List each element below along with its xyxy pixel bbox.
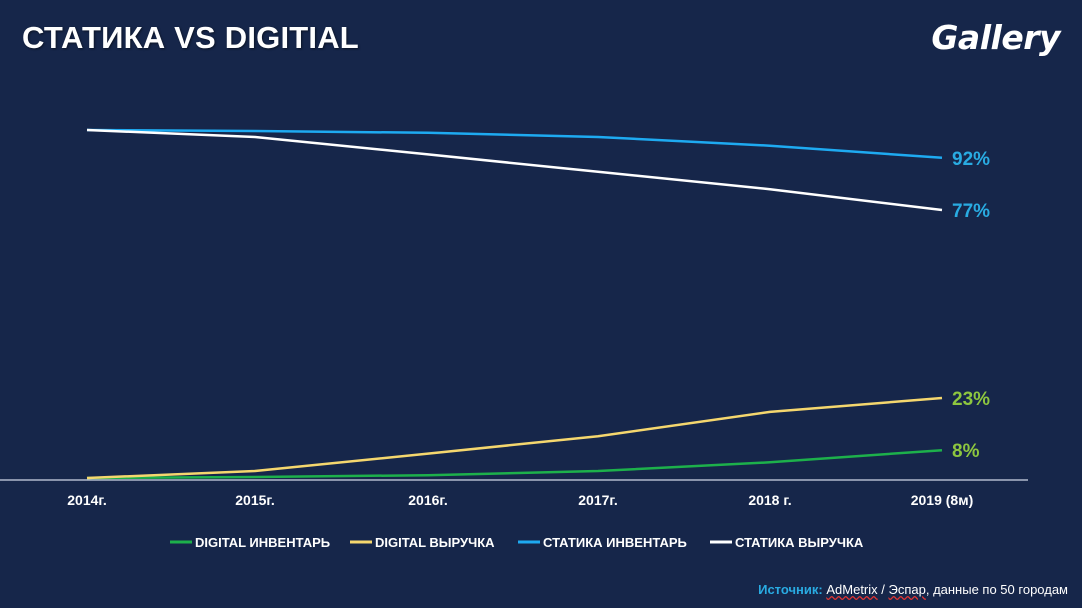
x-tick-label: 2018 г. — [748, 492, 791, 508]
series-line-0 — [86, 448, 943, 480]
series-line-1 — [86, 396, 943, 480]
x-tick-label: 2016г. — [408, 492, 447, 508]
x-tick-labels: 2014г. 2015г. 2016г. 2017г. 2018 г. 2019 (8м) — [67, 492, 973, 508]
source-rest: , данные по 50 городам — [925, 582, 1068, 597]
source-name-admetrix: AdMetrix — [826, 582, 878, 597]
legend-label: СТАТИКА ИНВЕНТАРЬ — [543, 535, 687, 550]
x-tick-label: 2019 (8м) — [911, 492, 974, 508]
series-layer — [86, 128, 943, 480]
end-value-label-2: 92% — [952, 149, 990, 170]
end-value-label-0: 8% — [952, 441, 980, 462]
end-value-label-1: 23% — [952, 389, 990, 410]
page-title: СТАТИКА VS DIGITIAL — [22, 20, 359, 55]
legend-label: СТАТИКА ВЫРУЧКА — [735, 535, 864, 550]
source-label: Источник: — [758, 582, 823, 597]
x-tick-label: 2015г. — [235, 492, 274, 508]
source-note: Источник: AdMetrix / Эспар, данные по 50… — [758, 582, 1068, 597]
gallery-logo: Gallery — [931, 18, 1060, 57]
series-line-2 — [86, 128, 943, 160]
source-separator: / — [877, 582, 889, 597]
end-value-label-3: 77% — [952, 201, 990, 222]
legend-label: DIGITAL ВЫРУЧКА — [375, 535, 495, 550]
x-tick-label: 2017г. — [578, 492, 617, 508]
series-line-3 — [86, 128, 943, 212]
legend: DIGITAL ИНВЕНТАРЬ DIGITAL ВЫРУЧКА СТАТИКА … — [170, 535, 864, 550]
end-labels: 8% 23% 92% 77% — [952, 149, 990, 462]
legend-item-3: СТАТИКА ВЫРУЧКА — [710, 535, 864, 550]
legend-item-1: DIGITAL ВЫРУЧКА — [350, 535, 495, 550]
source-name-espar: Эспар — [888, 582, 926, 597]
legend-item-0: DIGITAL ИНВЕНТАРЬ — [170, 535, 330, 550]
x-tick-label: 2014г. — [67, 492, 106, 508]
legend-label: DIGITAL ИНВЕНТАРЬ — [195, 535, 330, 550]
legend-item-2: СТАТИКА ИНВЕНТАРЬ — [518, 535, 687, 550]
